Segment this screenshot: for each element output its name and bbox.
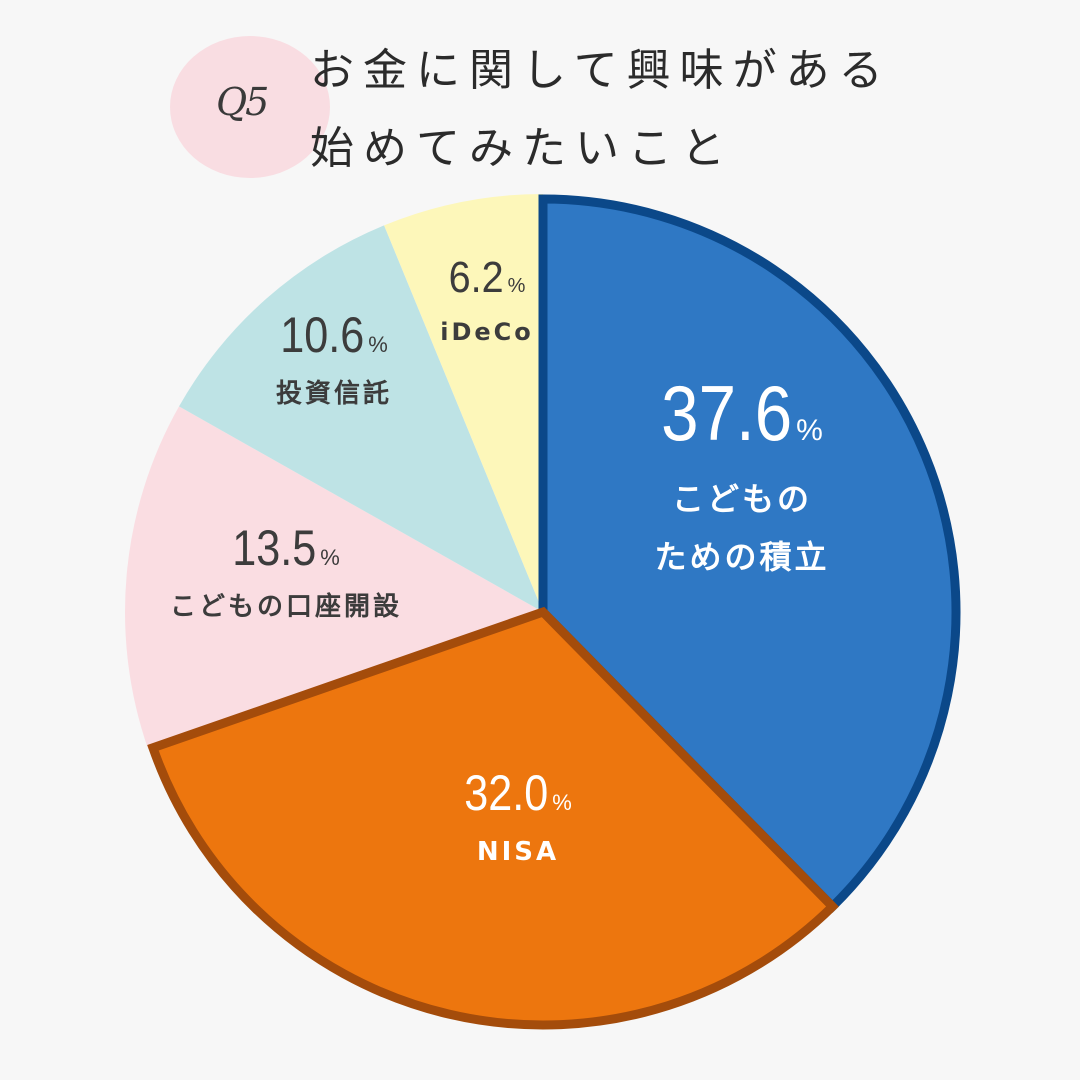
slice-label-2: 13.5 % こどもの口座開設: [170, 520, 402, 622]
slice-name-4-line-0: iDeCo: [440, 318, 534, 346]
slice-label-1: 32.0 % NISA: [464, 765, 572, 867]
slice-name-2-line-0: こどもの口座開設: [170, 591, 402, 622]
slice-name-3-line-0: 投資信託: [276, 378, 392, 409]
question-badge: [170, 36, 330, 178]
slice-value-4: 6.2%: [449, 253, 526, 302]
chart-title-line-1: お金に関して興味がある: [310, 45, 892, 96]
pie-slice-1: [147, 606, 839, 1030]
pie-slice-3: [179, 225, 543, 613]
slice-label-3: 10.6 % 投資信託: [276, 307, 392, 409]
slice-value-0: 37.6%: [661, 369, 823, 457]
slice-name-0-line-0: こどもの: [672, 480, 812, 518]
slice-label-4: 6.2 % iDeCo: [440, 253, 534, 346]
slice-name-0-line-1: ための積立: [654, 538, 829, 576]
pie-slice-4: [384, 194, 543, 612]
pie-slice-2: [124, 406, 544, 750]
question-number: Q5: [216, 80, 269, 124]
chart-title-line-2: 始めてみたいこと: [310, 123, 734, 174]
slice-value-2: 13.5%: [232, 520, 340, 576]
pie-slice-0: [538, 194, 961, 913]
slice-name-1-line-0: NISA: [477, 837, 559, 867]
slice-value-1: 32.0%: [464, 765, 572, 821]
slice-value-3: 10.6%: [280, 307, 388, 363]
